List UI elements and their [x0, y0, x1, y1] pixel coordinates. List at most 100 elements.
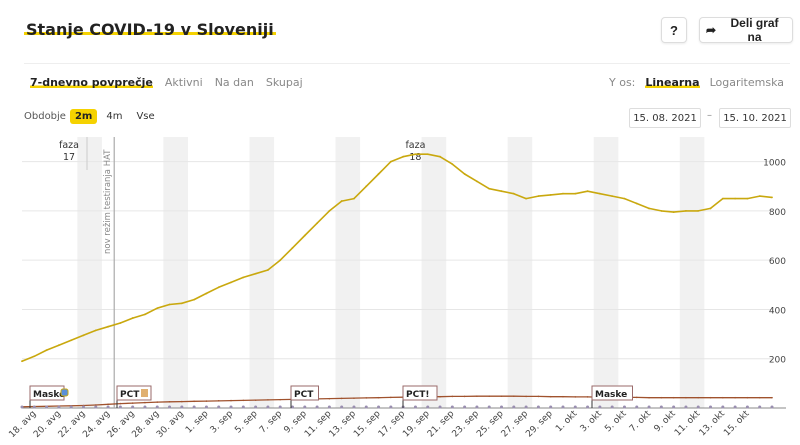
- series-point: [156, 401, 159, 403]
- series-point: [685, 210, 687, 212]
- baseline-point: [377, 405, 381, 409]
- series-point: [107, 325, 109, 328]
- baseline-point: [204, 405, 208, 409]
- series-point: [205, 292, 208, 295]
- baseline-point: [315, 405, 319, 409]
- baseline-point: [241, 405, 245, 409]
- share-arrow-icon: ➦: [706, 23, 717, 37]
- baseline-point: [155, 405, 159, 409]
- yaxis-toggle: Y os: Linearna Logaritemska: [609, 76, 784, 89]
- series-point: [549, 193, 552, 196]
- baseline-point: [709, 405, 713, 409]
- baseline-point: [647, 405, 651, 409]
- baseline-point: [622, 405, 626, 409]
- series-point: [181, 400, 183, 403]
- series-point: [168, 401, 171, 403]
- series-point: [389, 160, 392, 163]
- baseline-point: [610, 405, 614, 409]
- mask-icon: [60, 388, 69, 397]
- baseline-point: [57, 405, 61, 409]
- series-point: [70, 339, 73, 342]
- header-divider: [24, 63, 790, 64]
- y-tick-label: 200: [769, 356, 786, 366]
- series-point: [734, 396, 736, 399]
- period-4m-button[interactable]: 4m: [106, 111, 123, 122]
- series-point: [463, 173, 466, 175]
- baseline-point: [217, 405, 221, 409]
- series-point: [525, 395, 527, 398]
- series-point: [402, 155, 405, 158]
- series-point: [721, 197, 724, 200]
- tab-daily[interactable]: Na dan: [214, 76, 254, 89]
- tab-7day-average[interactable]: 7-dnevno povprečje: [30, 76, 153, 89]
- series-point: [586, 190, 589, 193]
- series-point: [586, 396, 589, 398]
- baseline-point: [327, 405, 331, 409]
- series-point: [451, 395, 454, 398]
- date-range-separator: –: [707, 110, 712, 121]
- period-selector: Obdobje 2m 4m Vse: [24, 109, 160, 124]
- series-point: [254, 399, 257, 401]
- series-point: [623, 197, 626, 200]
- series-point: [303, 234, 306, 237]
- series-point: [168, 303, 171, 306]
- baseline-point: [278, 405, 282, 409]
- series-point: [33, 355, 36, 358]
- baseline-point: [290, 405, 294, 409]
- series-point: [144, 313, 146, 316]
- annotation-label: PCT!: [406, 390, 429, 400]
- series-point: [734, 197, 737, 200]
- period-all-button[interactable]: Vse: [136, 111, 155, 122]
- x-tick-label: 3. sep: [209, 409, 236, 436]
- help-button[interactable]: ?: [661, 17, 687, 43]
- series-point: [562, 192, 564, 195]
- yaxis-log-option[interactable]: Logaritemska: [709, 76, 784, 89]
- phase-label: faza: [59, 140, 79, 151]
- baseline-point: [45, 405, 49, 409]
- series-point: [377, 396, 380, 399]
- series-point: [771, 196, 773, 199]
- baseline-point: [426, 405, 430, 409]
- baseline-point: [131, 405, 135, 409]
- period-label: Obdobje: [24, 111, 66, 122]
- series-point: [574, 192, 577, 195]
- series-point: [758, 396, 761, 399]
- date-to-input[interactable]: [719, 108, 791, 128]
- x-tick-label: 30. avg: [155, 409, 186, 440]
- series-point: [340, 397, 343, 400]
- series-point: [316, 222, 318, 225]
- series-point: [574, 396, 577, 398]
- series-point: [476, 395, 478, 397]
- baseline-point: [475, 405, 479, 409]
- annotation-box: [290, 385, 319, 401]
- series-point: [279, 259, 282, 262]
- period-2m-button[interactable]: 2m: [69, 109, 98, 124]
- tab-active[interactable]: Aktivni: [164, 76, 203, 89]
- x-tick-label: 29. sep: [524, 409, 555, 440]
- series-point: [451, 163, 454, 166]
- tab-total[interactable]: Skupaj: [265, 76, 303, 89]
- series-point: [193, 298, 196, 301]
- annotation-box: [591, 385, 633, 401]
- series-point: [144, 401, 146, 404]
- hospital-icon: [141, 389, 148, 397]
- share-button[interactable]: ➦ Deli graf na: [699, 16, 793, 44]
- baseline-point: [561, 405, 565, 409]
- x-tick-label: 7. okt: [628, 409, 654, 435]
- series-point: [463, 395, 466, 398]
- series-point: [648, 207, 650, 210]
- page-title: Stanje COVID-19 v Sloveniji: [24, 20, 276, 39]
- phase-number: 17: [63, 152, 75, 163]
- series-point: [230, 399, 232, 402]
- yaxis-linear-option[interactable]: Linearna: [645, 76, 700, 89]
- baseline-point: [180, 405, 184, 409]
- baseline-point: [192, 405, 196, 409]
- baseline-point: [500, 405, 504, 409]
- baseline-point: [696, 405, 700, 409]
- series-point: [340, 200, 343, 202]
- series-point: [193, 400, 195, 403]
- series-point: [21, 360, 23, 363]
- series-point: [94, 329, 97, 332]
- date-from-input[interactable]: [629, 108, 701, 128]
- series-point: [94, 404, 97, 406]
